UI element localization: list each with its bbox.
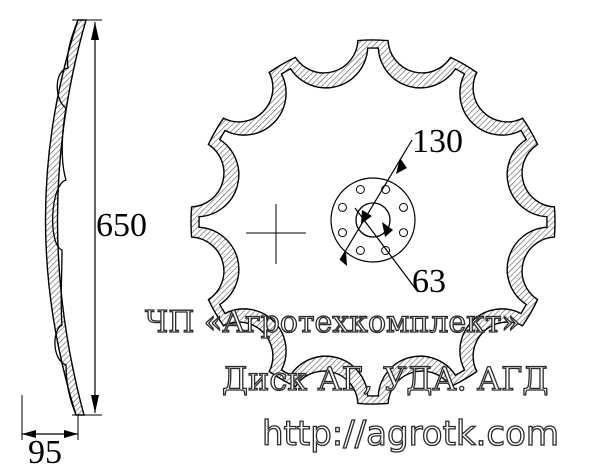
- dim-650-arrow-top: [91, 22, 99, 40]
- dim-130-arrow-b: [396, 158, 407, 174]
- dim-63-label: 63: [412, 263, 446, 300]
- dim-130-leader: [339, 139, 413, 261]
- center-hole: [355, 202, 391, 238]
- dim-63-arrow-a: [361, 210, 372, 224]
- dim-63-arrow-b: [382, 222, 393, 237]
- bolt-hole: [355, 246, 365, 255]
- front-view: 130 63: [190, 39, 556, 405]
- disc-scalloped-outline: [190, 39, 556, 405]
- bolt-hole: [338, 228, 347, 238]
- side-profile-hatch: [44, 19, 87, 416]
- bolt-hole: [338, 202, 347, 212]
- side-inner-edge: [52, 19, 79, 416]
- dim-95-label: 95: [28, 434, 62, 466]
- bolt-circle-outer: [330, 177, 416, 263]
- dim-650-arrow-bottom: [91, 395, 99, 413]
- dim-95-arrow-left: [22, 430, 36, 438]
- watermark-product: Диск АГ, УДА. АГД: [221, 359, 549, 398]
- watermark-url: http://agrotk.com: [261, 413, 560, 454]
- hub: [330, 177, 416, 263]
- watermark-company: ЧП «Агротехкомплект»: [144, 304, 520, 340]
- dim-130-arrow-a: [340, 251, 347, 266]
- bolt-hole: [399, 228, 408, 238]
- dim-650-label: 650: [96, 207, 147, 244]
- dim-95-arrow-right: [64, 430, 78, 438]
- dim-130-label: 130: [412, 123, 463, 160]
- side-view: 650 95: [21, 19, 147, 466]
- bolt-hole: [399, 202, 408, 212]
- bolt-hole: [355, 185, 365, 194]
- bolt-hole: [381, 246, 391, 255]
- dim-63-leader: [354, 207, 419, 293]
- bolt-holes: [338, 185, 408, 255]
